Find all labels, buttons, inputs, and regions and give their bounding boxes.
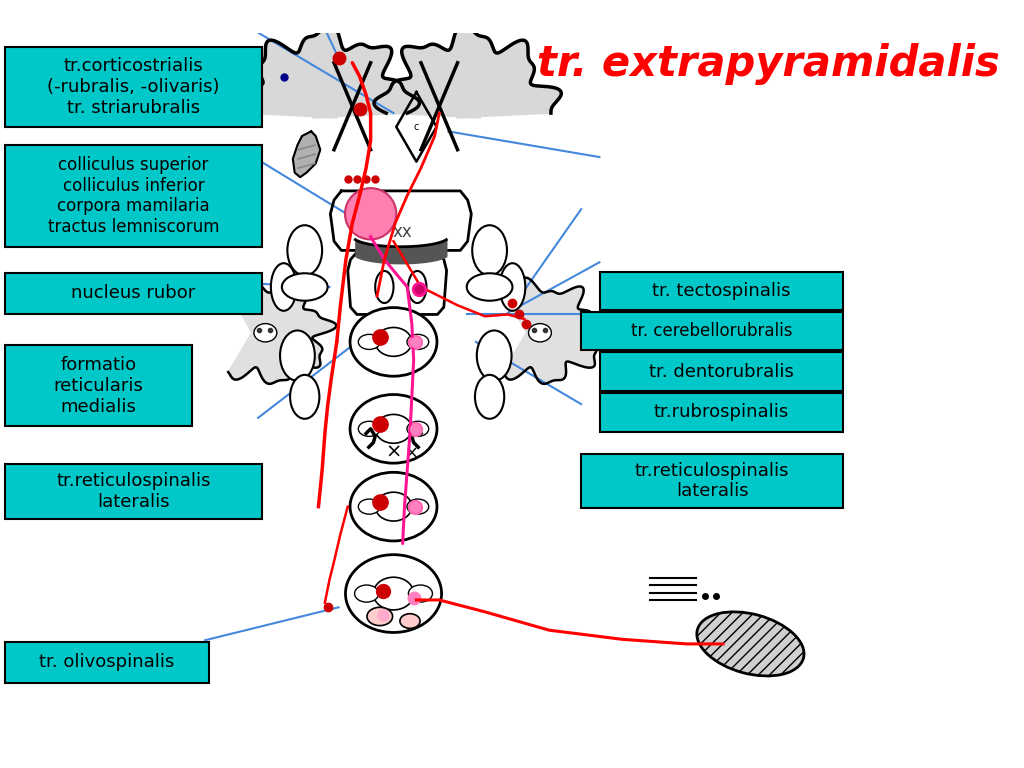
Ellipse shape <box>358 334 380 349</box>
FancyBboxPatch shape <box>5 47 262 127</box>
Ellipse shape <box>477 330 512 381</box>
Ellipse shape <box>409 271 426 303</box>
Text: formatio
reticularis
medialis: formatio reticularis medialis <box>53 356 143 415</box>
Ellipse shape <box>375 415 412 443</box>
Text: ×: × <box>404 445 419 462</box>
Text: c: c <box>414 122 419 132</box>
Text: tr.reticulospinalis
lateralis: tr.reticulospinalis lateralis <box>635 462 790 501</box>
Polygon shape <box>228 278 337 384</box>
Ellipse shape <box>467 273 512 301</box>
Polygon shape <box>503 278 611 384</box>
Ellipse shape <box>350 472 437 541</box>
FancyBboxPatch shape <box>5 346 193 426</box>
Ellipse shape <box>407 499 429 515</box>
Text: tr. extrapyramidalis: tr. extrapyramidalis <box>537 43 999 85</box>
Ellipse shape <box>500 263 525 311</box>
FancyBboxPatch shape <box>600 353 844 391</box>
Text: tr. cerebellorubralis: tr. cerebellorubralis <box>632 322 793 340</box>
Ellipse shape <box>282 273 328 301</box>
Polygon shape <box>232 23 420 118</box>
Ellipse shape <box>696 612 804 676</box>
Text: tr. dentorubralis: tr. dentorubralis <box>649 362 794 381</box>
Ellipse shape <box>374 578 414 610</box>
Text: tr.corticostrialis
(-rubralis, -olivaris)
tr. striarubralis: tr.corticostrialis (-rubralis, -olivaris… <box>47 58 220 117</box>
Polygon shape <box>293 131 321 177</box>
Polygon shape <box>374 23 561 118</box>
Ellipse shape <box>358 422 380 436</box>
Text: colliculus superior
colliculus inferior
corpora mamilaria
tractus lemniscorum: colliculus superior colliculus inferior … <box>48 156 219 237</box>
Text: tr. tectospinalis: tr. tectospinalis <box>652 282 791 300</box>
Ellipse shape <box>367 607 392 626</box>
Text: tr.rubrospinalis: tr.rubrospinalis <box>654 403 790 422</box>
Ellipse shape <box>271 263 297 311</box>
Ellipse shape <box>475 375 504 419</box>
Text: tr. olivospinalis: tr. olivospinalis <box>39 654 174 671</box>
Ellipse shape <box>358 499 380 515</box>
Circle shape <box>345 188 396 240</box>
FancyBboxPatch shape <box>600 272 844 310</box>
FancyBboxPatch shape <box>5 145 262 247</box>
Ellipse shape <box>375 492 412 521</box>
FancyBboxPatch shape <box>5 273 262 313</box>
Ellipse shape <box>528 323 551 342</box>
Text: tr.reticulospinalis
lateralis: tr.reticulospinalis lateralis <box>56 472 211 511</box>
FancyBboxPatch shape <box>5 464 262 519</box>
Ellipse shape <box>350 395 437 463</box>
FancyBboxPatch shape <box>581 454 844 508</box>
Ellipse shape <box>290 375 319 419</box>
Polygon shape <box>331 191 471 250</box>
Ellipse shape <box>350 308 437 376</box>
Ellipse shape <box>375 327 412 356</box>
Ellipse shape <box>472 225 507 276</box>
Ellipse shape <box>407 334 429 349</box>
Ellipse shape <box>354 585 379 602</box>
Text: ×: × <box>385 442 401 462</box>
Polygon shape <box>348 252 446 314</box>
Ellipse shape <box>375 271 393 303</box>
Ellipse shape <box>409 585 432 602</box>
FancyBboxPatch shape <box>581 312 844 350</box>
Text: xx: xx <box>393 223 413 241</box>
FancyBboxPatch shape <box>5 642 209 683</box>
Ellipse shape <box>280 330 314 381</box>
Ellipse shape <box>254 323 276 342</box>
Text: nucleus rubor: nucleus rubor <box>72 284 196 303</box>
Ellipse shape <box>288 225 323 276</box>
Ellipse shape <box>345 554 441 633</box>
Ellipse shape <box>407 422 429 436</box>
FancyBboxPatch shape <box>600 393 844 432</box>
Ellipse shape <box>400 614 420 628</box>
